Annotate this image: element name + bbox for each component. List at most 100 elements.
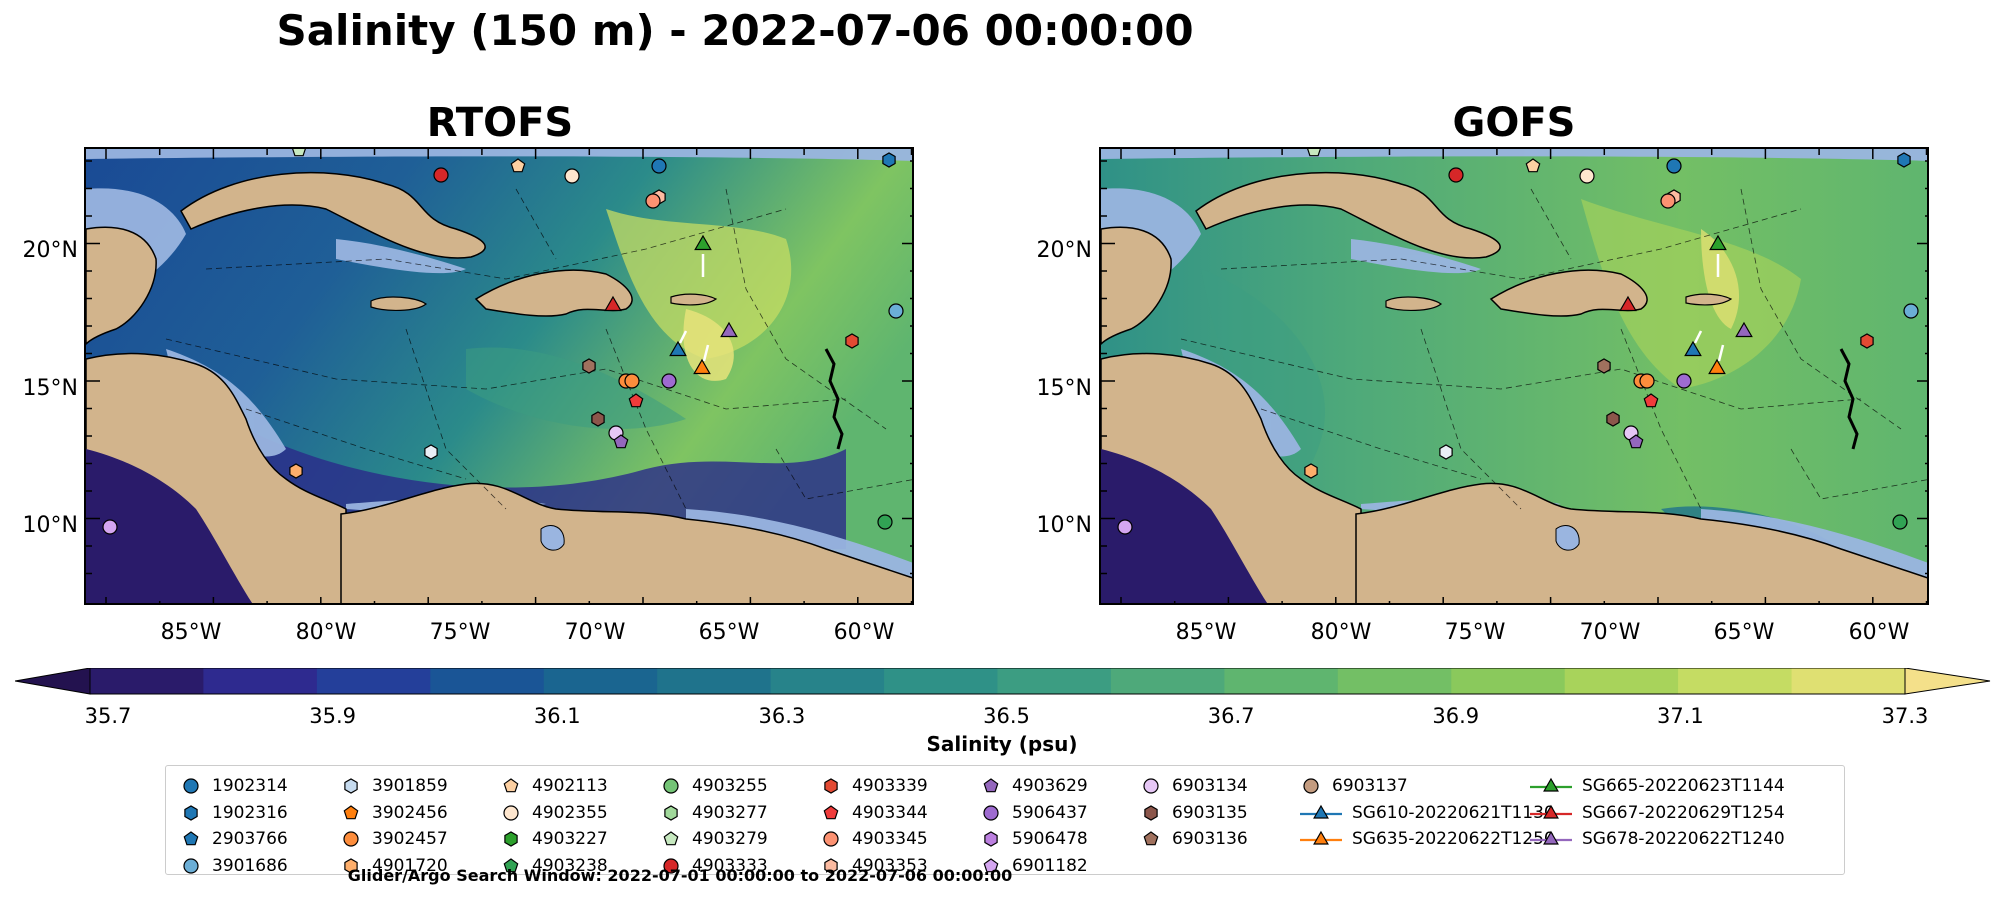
legend-label: 4902355 — [532, 802, 608, 823]
legend-label: 4902113 — [532, 776, 608, 796]
legend-label: 3901859 — [372, 776, 448, 796]
glider-marker — [1619, 295, 1637, 312]
lat-label-left-20n: 20°N — [22, 238, 78, 263]
colorbar-segment — [90, 668, 204, 694]
lat-label-left-10n: 10°N — [22, 513, 78, 538]
argo-float-marker — [433, 167, 449, 183]
legend-label: 5906437 — [1012, 802, 1088, 823]
colorbar-tick-label: 36.1 — [533, 704, 581, 728]
colorbar-segment — [1564, 668, 1679, 694]
argo-float-marker — [510, 158, 526, 173]
lon-label-left-65w: 65°W — [698, 620, 760, 645]
colorbar-tick-label: 37.3 — [1881, 704, 1929, 728]
legend-item: 6903135 — [1140, 801, 1248, 825]
lon-label-right-85w: 85°W — [1175, 620, 1237, 645]
glider-marker — [1709, 234, 1727, 251]
argo-float-marker — [613, 434, 629, 449]
legend-label: 4903629 — [1012, 776, 1088, 796]
colorbar-segment — [203, 668, 318, 694]
colorbar-tick-label: 35.9 — [309, 704, 356, 728]
argo-float-marker — [1660, 193, 1676, 209]
argo-float-marker — [591, 411, 605, 427]
legend-label: 4903344 — [852, 802, 928, 823]
legend-item: SG678-20220622T1240 — [1530, 827, 1785, 851]
legend-item: 4903629 — [980, 774, 1088, 798]
figure-title: Salinity (150 m) - 2022-07-06 00:00:00 — [276, 6, 1194, 55]
legend-label: 4901720 — [372, 855, 448, 876]
legend-label: 1902314 — [212, 776, 288, 796]
legend-item: 1902316 — [180, 801, 288, 825]
lon-label-right-70w: 70°W — [1579, 620, 1641, 645]
argo-float-marker — [1597, 358, 1611, 374]
glider-marker — [669, 340, 687, 357]
legend-label: 4903238 — [532, 855, 608, 876]
lon-label-left-60w: 60°W — [833, 620, 895, 645]
argo-float-marker — [1903, 303, 1919, 319]
legend-item: 6903136 — [1140, 827, 1248, 851]
map-canvas — [86, 149, 912, 603]
argo-float-marker — [651, 158, 667, 174]
legend-item: 4903353 — [820, 854, 928, 878]
lon-label-right-75w: 75°W — [1444, 620, 1506, 645]
legend-item: 6901182 — [980, 854, 1088, 878]
lat-label-right-10n: 10°N — [1036, 513, 1092, 538]
argo-float-marker — [292, 149, 306, 157]
legend-item: SG665-20220623T1144 — [1530, 774, 1785, 798]
legend-label: 3901686 — [212, 855, 288, 876]
lon-label-left-75w: 75°W — [429, 620, 491, 645]
colorbar-tick-label: 36.5 — [983, 704, 1030, 728]
legend-label: 1902316 — [212, 802, 288, 823]
colorbar-tick-label: 35.7 — [84, 704, 132, 728]
legend-item: 4903344 — [820, 801, 928, 825]
glider-marker — [694, 234, 712, 251]
argo-float-marker — [624, 373, 640, 389]
argo-float-marker — [1525, 158, 1541, 173]
legend-label: 4903255 — [692, 776, 768, 796]
argo-float-marker — [289, 463, 303, 479]
colorbar-segment — [430, 668, 545, 694]
argo-float-marker — [1897, 152, 1911, 168]
legend-item: 3901859 — [340, 774, 448, 798]
argo-float-marker — [877, 514, 893, 530]
colorbar-tick-label: 36.3 — [758, 704, 806, 728]
argo-float-marker — [582, 358, 596, 374]
argo-float-marker — [564, 168, 580, 184]
legend-label: 6901182 — [1012, 855, 1088, 876]
colorbar-segment — [997, 668, 1112, 694]
legend-label: 3902457 — [372, 829, 448, 849]
argo-float-marker — [1439, 444, 1453, 460]
glider-marker — [720, 321, 738, 338]
legend-item: 4903333 — [660, 854, 768, 878]
legend-label: 6903135 — [1172, 802, 1248, 823]
argo-float-marker — [102, 519, 118, 535]
argo-float-marker — [1579, 168, 1595, 184]
argo-float-marker — [424, 444, 438, 460]
argo-float-marker — [1307, 149, 1321, 157]
legend-item: SG667-20220629T1254 — [1530, 801, 1785, 825]
glider-track — [702, 344, 710, 362]
legend-item: 4903255 — [660, 774, 768, 798]
colorbar-tick-label: 36.9 — [1432, 704, 1480, 728]
argo-float-marker — [1304, 463, 1318, 479]
argo-float-marker — [1666, 158, 1682, 174]
argo-float-marker — [1117, 519, 1133, 535]
search-window-note: Glider/Argo Search Window: 2022-07-01 00… — [347, 866, 1013, 885]
argo-float-marker — [1448, 167, 1464, 183]
glider-track — [1717, 344, 1725, 362]
legend-label: 4903339 — [852, 776, 928, 796]
argo-float-marker — [1892, 514, 1908, 530]
legend-label: 4903277 — [692, 802, 768, 823]
lon-label-right-80w: 80°W — [1310, 620, 1372, 645]
legend-label: 4903333 — [692, 855, 768, 876]
lon-label-right-65w: 65°W — [1713, 620, 1775, 645]
argo-float-marker — [845, 333, 859, 349]
legend-item: SG610-20220621T1130 — [1300, 801, 1555, 825]
glider-track — [1693, 330, 1703, 344]
legend-label: SG635-20220622T1250 — [1352, 829, 1555, 849]
argo-float-marker — [888, 303, 904, 319]
legend-item: 3902457 — [340, 827, 448, 851]
map-gofs — [1099, 147, 1929, 605]
legend-label: 4903345 — [852, 829, 928, 849]
lon-label-left-80w: 80°W — [295, 620, 357, 645]
colorbar-segment — [1224, 668, 1339, 694]
